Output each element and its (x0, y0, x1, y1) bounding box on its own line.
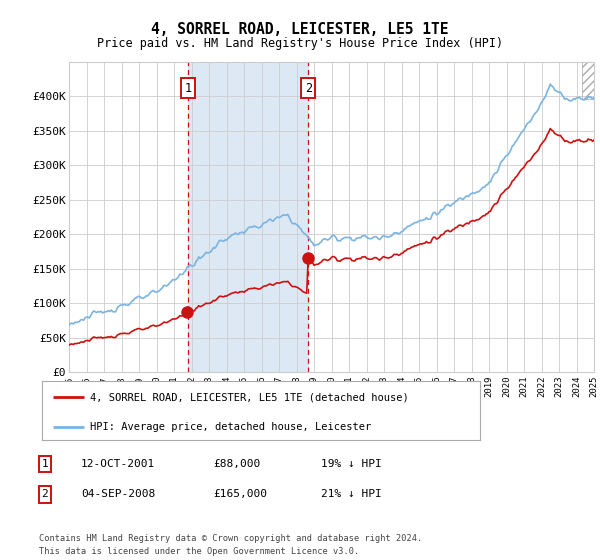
Bar (188, 62, 308, 372)
Text: £88,000: £88,000 (213, 459, 260, 469)
Text: 2: 2 (41, 489, 49, 500)
Text: 4, SORREL ROAD, LEICESTER, LE5 1TE: 4, SORREL ROAD, LEICESTER, LE5 1TE (151, 22, 449, 37)
Text: 1: 1 (41, 459, 49, 469)
Text: 19% ↓ HPI: 19% ↓ HPI (321, 459, 382, 469)
Text: £165,000: £165,000 (213, 489, 267, 500)
Text: 04-SEP-2008: 04-SEP-2008 (81, 489, 155, 500)
Text: 21% ↓ HPI: 21% ↓ HPI (321, 489, 382, 500)
Text: Contains HM Land Registry data © Crown copyright and database right 2024.
This d: Contains HM Land Registry data © Crown c… (39, 534, 422, 556)
Text: Price paid vs. HM Land Registry's House Price Index (HPI): Price paid vs. HM Land Registry's House … (97, 37, 503, 50)
Text: 2: 2 (305, 82, 312, 95)
Text: HPI: Average price, detached house, Leicester: HPI: Average price, detached house, Leic… (90, 422, 371, 432)
Text: 1: 1 (184, 82, 191, 95)
Text: 4, SORREL ROAD, LEICESTER, LE5 1TE (detached house): 4, SORREL ROAD, LEICESTER, LE5 1TE (deta… (90, 392, 409, 402)
Text: 12-OCT-2001: 12-OCT-2001 (81, 459, 155, 469)
